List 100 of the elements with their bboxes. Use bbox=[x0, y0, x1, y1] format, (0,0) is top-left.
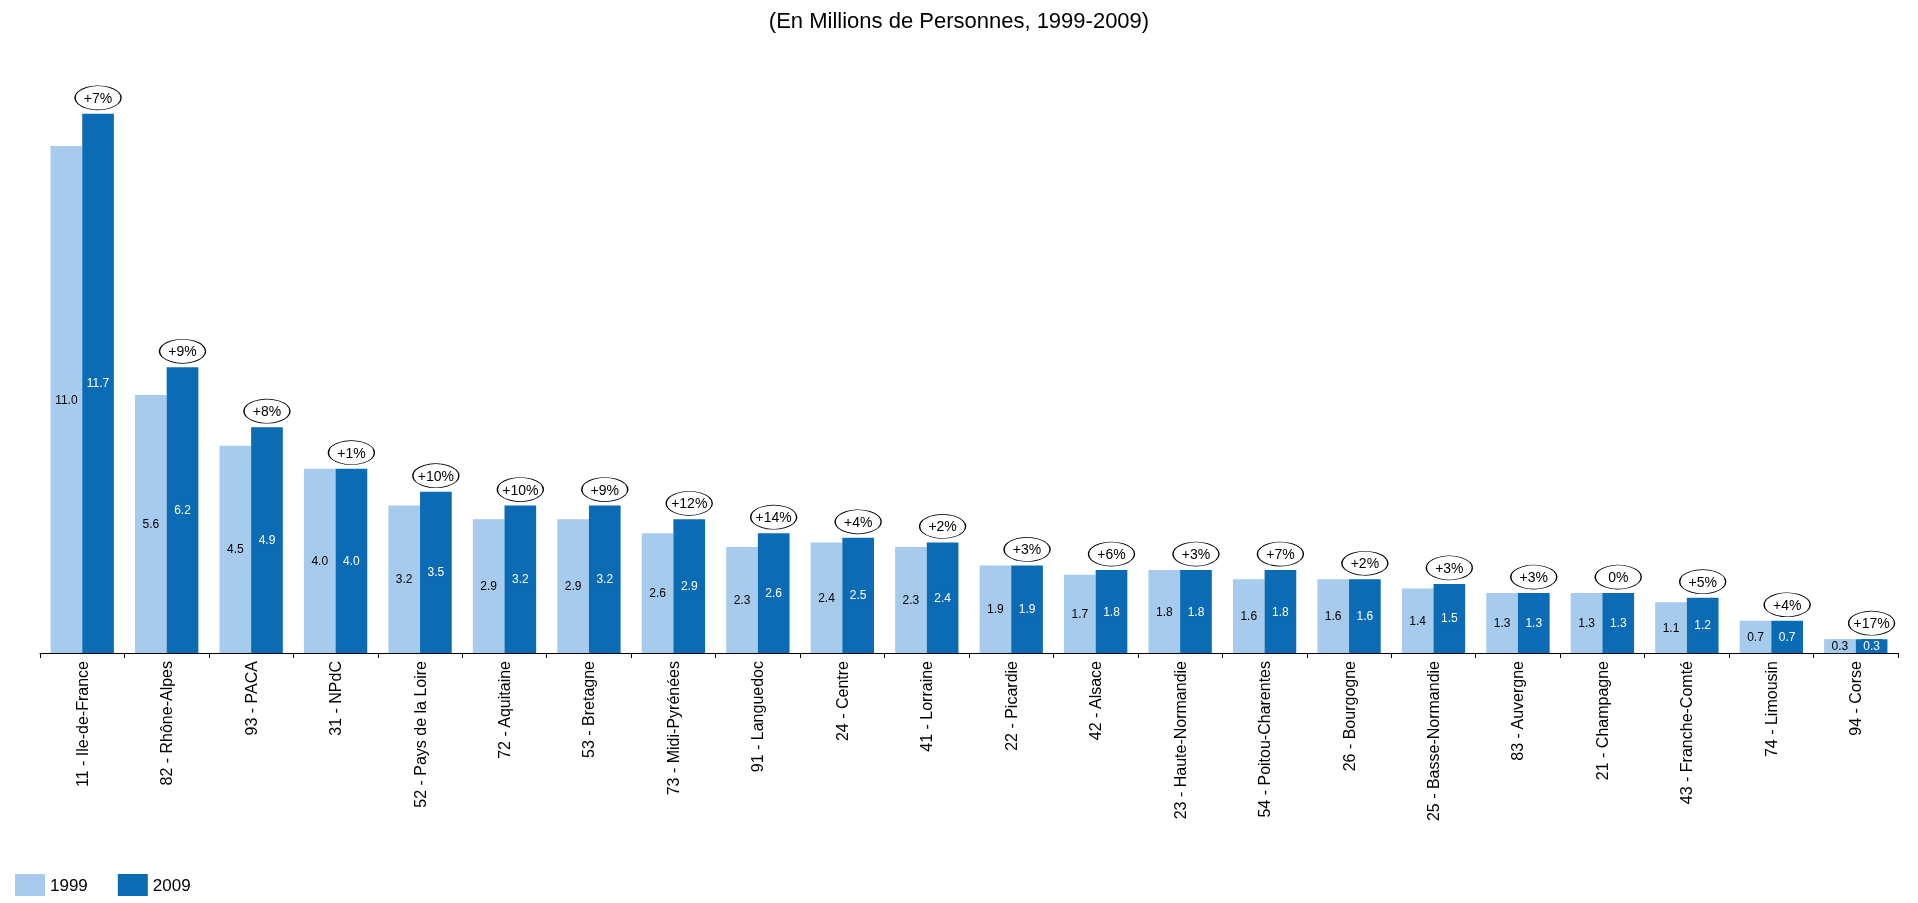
data-label: 1.7 bbox=[1071, 606, 1089, 621]
bar bbox=[726, 547, 758, 653]
data-label: 2.3 bbox=[902, 593, 920, 607]
bar bbox=[557, 519, 589, 653]
x-tick-label: 26 - Bourgogne bbox=[1340, 660, 1358, 772]
x-tick-label: 53 - Bretagne bbox=[580, 660, 598, 758]
x-tick-label: 93 - PACA bbox=[242, 660, 260, 736]
data-label: 1.9 bbox=[987, 602, 1005, 617]
x-tick-label: 42 - Alsace bbox=[1087, 660, 1105, 741]
data-label: 1.3 bbox=[1609, 616, 1627, 631]
data-label: 2.3 bbox=[733, 593, 751, 607]
data-label: 1.3 bbox=[1578, 616, 1596, 631]
data-label: 1.8 bbox=[1187, 604, 1205, 619]
annotation: +12% bbox=[671, 495, 708, 512]
annotation: 0% bbox=[1608, 569, 1629, 586]
bar bbox=[1349, 579, 1381, 653]
data-label: 4.5 bbox=[226, 542, 244, 557]
data-label: 1.3 bbox=[1493, 616, 1511, 631]
annotation: +3% bbox=[1519, 569, 1548, 586]
data-label: 11.7 bbox=[86, 376, 110, 391]
bar bbox=[1317, 579, 1350, 653]
data-label: 0.7 bbox=[1747, 629, 1765, 644]
bar bbox=[1264, 570, 1297, 653]
annotation: +9% bbox=[168, 343, 197, 360]
bar bbox=[757, 533, 790, 653]
annotation: +5% bbox=[1688, 573, 1717, 590]
bar bbox=[135, 394, 167, 653]
annotation: +2% bbox=[1350, 555, 1380, 572]
data-label: 2.9 bbox=[564, 579, 582, 594]
data-label: 0.7 bbox=[1778, 629, 1796, 644]
annotation: +9% bbox=[590, 481, 619, 498]
bar bbox=[1401, 588, 1434, 653]
data-label: 1.5 bbox=[1440, 611, 1458, 626]
data-label: 6.2 bbox=[174, 503, 192, 518]
x-tick-label: 73 - Midi-Pyrénées bbox=[664, 661, 682, 796]
annotation: +14% bbox=[755, 509, 792, 526]
annotation: +10% bbox=[502, 481, 539, 498]
annotation: +8% bbox=[252, 403, 282, 420]
data-label: 1.9 bbox=[1018, 602, 1036, 617]
data-label: 5.6 bbox=[142, 516, 160, 531]
data-label: 1.2 bbox=[1694, 618, 1712, 633]
data-label: 2.6 bbox=[765, 586, 783, 601]
data-label: 2.6 bbox=[649, 586, 667, 601]
annotation: +3% bbox=[1012, 541, 1042, 558]
data-label: 3.2 bbox=[596, 572, 614, 587]
bar bbox=[810, 542, 843, 653]
x-tick-label: 22 - Picardie bbox=[1002, 660, 1020, 751]
annotation: +1% bbox=[337, 444, 366, 461]
data-label: 3.2 bbox=[511, 572, 529, 587]
bar bbox=[504, 505, 537, 653]
annotation: +17% bbox=[1853, 615, 1890, 632]
annotation: +4% bbox=[1772, 596, 1802, 613]
x-tick-label: 91 - Languedoc bbox=[749, 661, 767, 773]
bar bbox=[420, 491, 452, 653]
data-label: 2.9 bbox=[680, 579, 698, 594]
legend-label: 2009 bbox=[152, 875, 191, 895]
bar bbox=[303, 468, 336, 653]
bar bbox=[673, 519, 706, 653]
annotation: +3% bbox=[1435, 559, 1464, 576]
data-label: 0.3 bbox=[1863, 639, 1881, 654]
data-label: 1.6 bbox=[1240, 609, 1258, 624]
bar bbox=[335, 468, 368, 653]
x-tick-label: 54 - Poitou-Charentes bbox=[1256, 661, 1274, 818]
data-label: 1.8 bbox=[1272, 604, 1290, 619]
annotation: +4% bbox=[843, 513, 873, 530]
bar bbox=[219, 445, 252, 653]
x-tick-label: 21 - Champagne bbox=[1593, 660, 1611, 781]
data-label: 4.9 bbox=[258, 533, 276, 548]
x-tick-label: 82 - Rhône-Alpes bbox=[158, 661, 176, 786]
data-label: 1.3 bbox=[1525, 616, 1543, 631]
x-tick-label: 41 - Lorraine bbox=[918, 660, 936, 752]
chart-title: (En Millions de Personnes, 1999-2009) bbox=[768, 7, 1150, 33]
data-label: 4.0 bbox=[343, 553, 361, 568]
bar bbox=[1232, 579, 1265, 653]
bar bbox=[641, 533, 674, 653]
annotation: +3% bbox=[1181, 546, 1211, 563]
data-label: 0.3 bbox=[1831, 639, 1849, 654]
x-tick-label: 24 - Centre bbox=[833, 660, 851, 742]
data-label: 2.4 bbox=[818, 590, 836, 605]
x-tick-label: 83 - Auvergne bbox=[1509, 660, 1527, 761]
annotation: +2% bbox=[928, 518, 957, 535]
data-label: 1.8 bbox=[1155, 604, 1173, 619]
bar bbox=[895, 547, 927, 653]
data-label: 11.0 bbox=[55, 392, 78, 407]
annotation: +10% bbox=[417, 467, 454, 484]
x-tick-label: 11 - Ile-de-France bbox=[73, 660, 91, 787]
bar bbox=[926, 542, 959, 653]
annotation: +6% bbox=[1097, 546, 1126, 563]
bar bbox=[50, 146, 83, 653]
annotation: +7% bbox=[83, 89, 113, 106]
x-tick-label: 31 - NPdC bbox=[327, 661, 345, 736]
bar bbox=[1180, 570, 1212, 653]
data-label: 3.2 bbox=[395, 572, 413, 587]
data-label: 2.9 bbox=[480, 579, 498, 594]
bar bbox=[472, 519, 505, 653]
x-tick-label: 52 - Pays de la Loire bbox=[411, 660, 429, 808]
bar bbox=[166, 367, 199, 653]
data-label: 1.1 bbox=[1662, 620, 1680, 635]
x-tick-label: 72 - Aquitaine bbox=[496, 660, 513, 759]
bar bbox=[1011, 565, 1043, 653]
